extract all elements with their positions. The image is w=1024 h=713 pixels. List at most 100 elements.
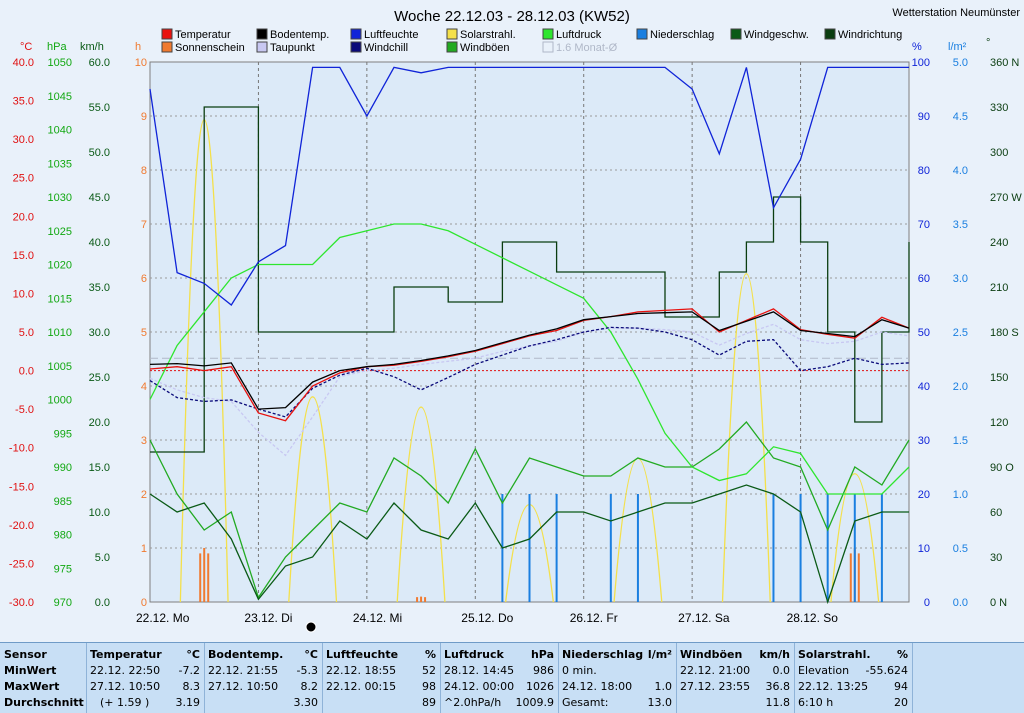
dir-tick-label: 360 N [990, 57, 1019, 69]
temp-tick-label: -30.0 [9, 597, 34, 609]
stats-min-time: 22.12. 22:50 [90, 664, 161, 677]
stats-unit: hPa [530, 648, 554, 661]
temp-tick-label: 10.0 [13, 288, 34, 300]
stats-column: Luftdruck hPa 28.12. 14:45 986 24.12. 00:00 1… [440, 643, 558, 713]
wind-speed-line [149, 484, 909, 605]
stats-min-val: -5.3 [296, 664, 318, 677]
rain-bar [528, 494, 531, 602]
stats-max-time: 27.12. 23:55 [680, 680, 751, 693]
humidity-tick-label: 80 [918, 165, 930, 177]
sun-tick-label: 10 [135, 57, 147, 69]
stats-avg-note: ^2.0hPa/h [444, 696, 502, 709]
wind-tick-label: 30.0 [89, 327, 110, 339]
stats-header-col: Sensor MinWert MaxWert Durchschnitt [0, 643, 86, 713]
temp-tick-label: 0.0 [19, 366, 34, 378]
sunshine-bar [199, 553, 202, 602]
stats-name: Luftfeuchte [326, 648, 399, 661]
wind-tick-label: 5.0 [95, 552, 110, 564]
stats-avg-val: 3.19 [175, 696, 201, 709]
wind-tick-label: 45.0 [89, 192, 110, 204]
sun-tick-label: 2 [141, 489, 147, 501]
day-label: 28.12. So [787, 611, 839, 625]
legend-label: Niederschlag [650, 29, 714, 41]
pressure-tick-label: 985 [54, 496, 72, 508]
stats-max-time: 24.12. 00:00 [444, 680, 515, 693]
temp-tick-label: -5.0 [15, 404, 34, 416]
humidity-tick-label: 60 [918, 273, 930, 285]
sunshine-bar [857, 553, 860, 602]
stats-max-val: 8.2 [300, 680, 319, 693]
dir-tick-label: 30 [990, 552, 1002, 564]
dir-tick-label: 270 W [990, 192, 1022, 204]
stats-unit: l/m² [647, 648, 672, 661]
wind-unit-label: km/h [80, 41, 104, 53]
pressure-tick-label: 975 [54, 563, 72, 575]
stats-avg-val: 11.8 [765, 696, 791, 709]
stats-max-time: 22.12. 13:25 [798, 680, 869, 693]
stats-unit: % [424, 648, 436, 661]
stats-max-val: 8.3 [182, 680, 201, 693]
temp-tick-label: 25.0 [13, 173, 34, 185]
legend-label: Windrichtung [838, 29, 902, 41]
durchschnitt-label: Durchschnitt [4, 696, 84, 709]
humidity-tick-label: 40 [918, 381, 930, 393]
solar-radiation-curve [288, 396, 338, 603]
day-label: 27.12. Sa [678, 611, 730, 625]
stats-max-val: 98 [422, 680, 436, 693]
day-label: 24.12. Mi [353, 611, 402, 625]
stats-name: Temperatur [90, 648, 162, 661]
legend-swatch [256, 41, 268, 53]
rain-tick-label: 3.0 [953, 273, 968, 285]
legend-swatch [542, 41, 554, 53]
time-marker-icon[interactable] [305, 621, 317, 633]
series-layer [149, 66, 910, 605]
divider [676, 643, 677, 713]
temp-tick-label: 5.0 [19, 327, 34, 339]
dir-unit-label: ° [986, 37, 990, 49]
humidity-line [149, 66, 909, 306]
humidity-tick-label: 30 [918, 435, 930, 447]
stats-column: Windböen km/h 22.12. 21:00 0.0 27.12. 23:55 3… [676, 643, 794, 713]
stats-max-val: 94 [894, 680, 908, 693]
stats-avg-val: 3.30 [293, 696, 319, 709]
rain-tick-label: 4.5 [953, 111, 968, 123]
wind-direction-line [150, 106, 910, 453]
stats-name: Niederschlag [562, 648, 644, 661]
divider [912, 643, 913, 713]
legend-label: Windböen [460, 42, 510, 54]
stats-min-time: 22.12. 18:55 [326, 664, 397, 677]
pressure-tick-label: 1035 [48, 158, 72, 170]
rain-tick-label: 4.0 [953, 165, 968, 177]
day-label: 26.12. Fr [570, 611, 618, 625]
temp-tick-label: 15.0 [13, 250, 34, 262]
pressure-tick-label: 1005 [48, 361, 72, 373]
stats-avg-note: 6:10 h [798, 696, 834, 709]
stats-min-val: -55.624 [865, 664, 908, 677]
divider [204, 643, 205, 713]
legend-label: Windchill [364, 42, 408, 54]
stats-name: Windböen [680, 648, 743, 661]
stats-min-val: -7.2 [178, 664, 200, 677]
legend-label: Taupunkt [270, 42, 315, 54]
humidity-tick-label: 50 [918, 327, 930, 339]
legend-swatch [446, 41, 458, 53]
legend-label: Temperatur [175, 29, 231, 41]
temp-tick-label: -15.0 [9, 481, 34, 493]
rain-tick-label: 2.0 [953, 381, 968, 393]
legend-swatch [730, 28, 742, 40]
humidity-unit-label: % [912, 41, 922, 53]
rain-bar [826, 494, 829, 602]
dir-tick-label: 330 [990, 102, 1008, 114]
rain-bar [555, 494, 558, 602]
legend-swatch [350, 28, 362, 40]
solar-radiation-curve [396, 406, 446, 603]
legend-swatch [350, 41, 362, 53]
dir-tick-label: 300 [990, 147, 1008, 159]
stats-max-val: 36.8 [765, 680, 791, 693]
dir-tick-label: 180 S [990, 327, 1019, 339]
wind-tick-label: 35.0 [89, 282, 110, 294]
stats-max-time: 22.12. 00:15 [326, 680, 397, 693]
temp-tick-label: -10.0 [9, 443, 34, 455]
humidity-tick-label: 20 [918, 489, 930, 501]
stats-column: Solarstrahl.% Elevation -55.624 22.12. 13:2… [794, 643, 912, 713]
